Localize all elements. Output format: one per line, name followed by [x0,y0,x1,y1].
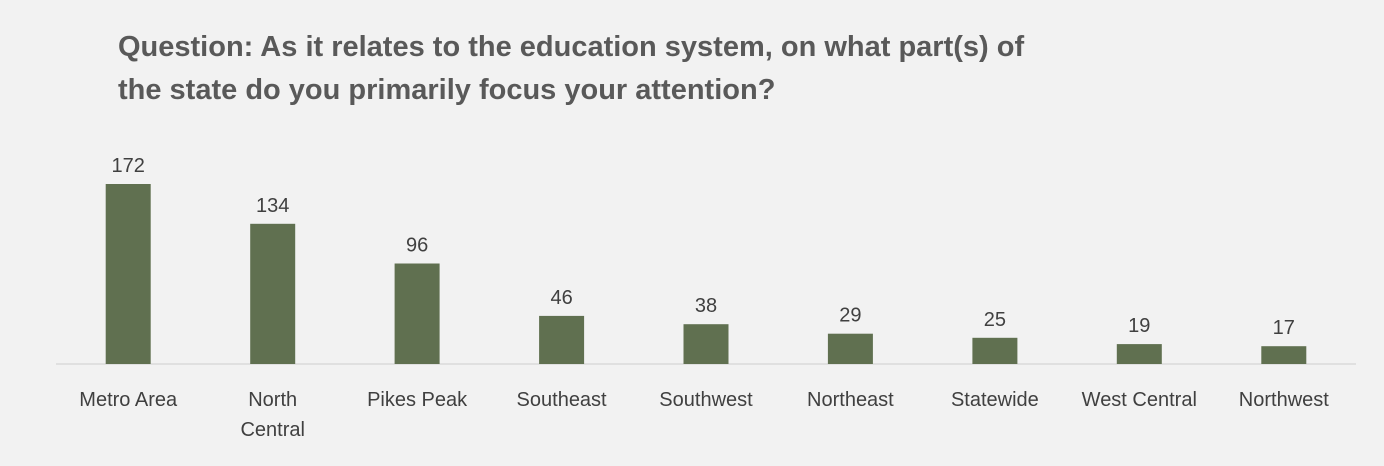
chart-title-line-1: Question: As it relates to the education… [118,31,1025,63]
data-label: 172 [112,155,145,177]
x-tick-label: Southwest [659,389,753,411]
bar [250,223,296,364]
x-tick-label: Northwest [1239,389,1329,411]
data-label: 25 [984,309,1006,331]
chart-title: Question: As it relates to the education… [118,26,1118,112]
bar [1261,346,1307,364]
bar [539,315,585,364]
x-tick-label: Southeast [517,389,608,411]
x-tick-label: North [248,389,297,411]
x-tick-label: Metro Area [79,389,178,411]
x-tick-label: Statewide [951,389,1039,411]
x-tick-label: West Central [1082,389,1197,411]
x-tick-label: Central [240,419,304,441]
data-label: 38 [695,295,717,317]
bar [827,333,873,364]
bar [972,337,1018,364]
data-label: 17 [1273,317,1295,339]
bar [1116,344,1162,364]
x-tick-label: Pikes Peak [367,389,468,411]
bar [105,184,151,364]
data-label: 46 [550,287,572,309]
data-label: 134 [256,195,289,217]
bar [394,263,440,364]
data-label: 29 [839,305,861,327]
data-label: 96 [406,235,428,257]
bar [683,324,729,364]
x-tick-label: Northeast [807,389,894,411]
data-label: 19 [1128,315,1150,337]
chart-title-line-2: the state do you primarily focus your at… [118,74,776,106]
